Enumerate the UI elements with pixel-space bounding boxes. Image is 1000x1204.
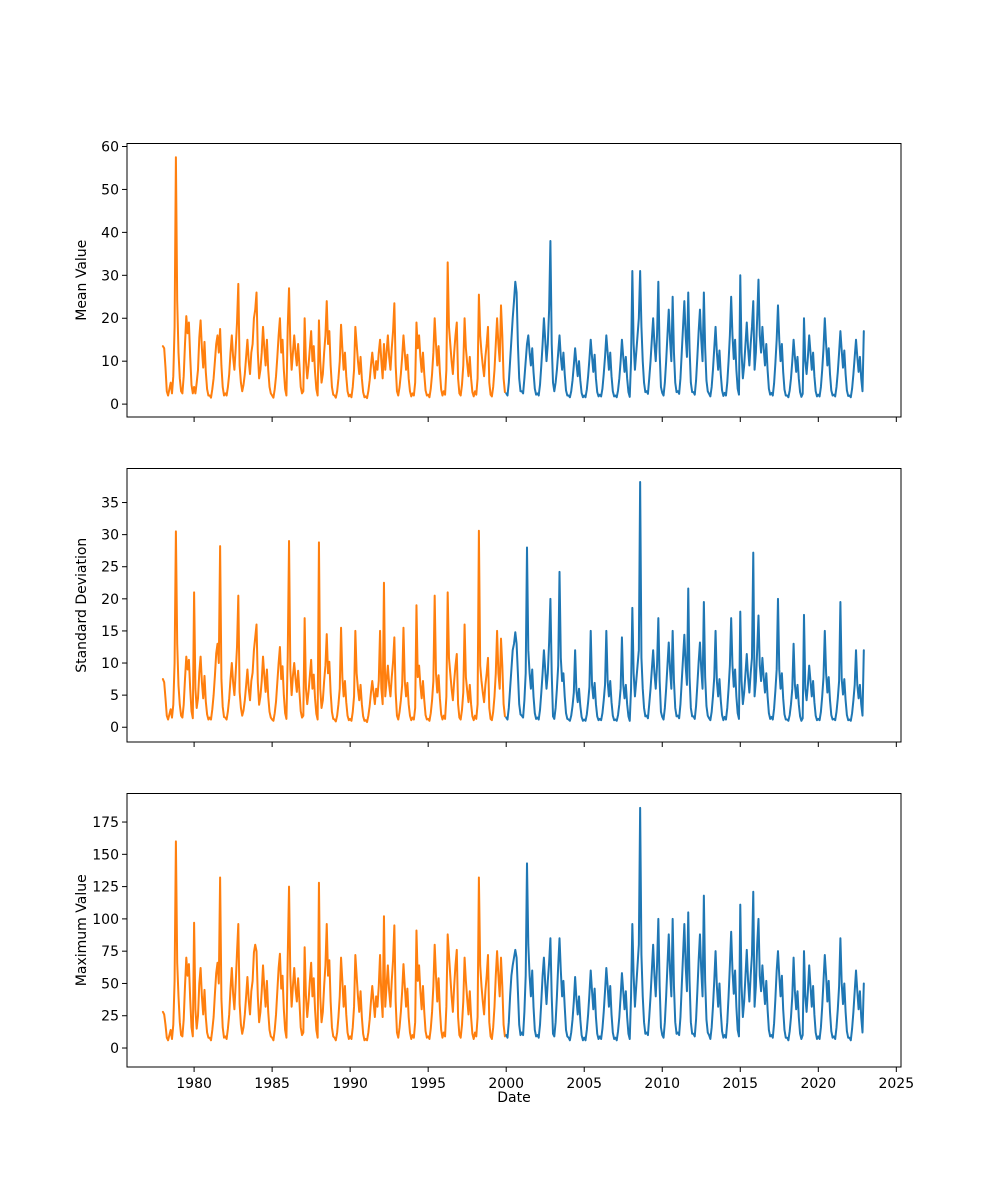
y-tick-label: 60 — [101, 140, 119, 156]
subplot-maximum-value: 0 25 50 75 100 125 150 175 1980 1985 1990 1995 2000 2… — [74, 793, 914, 1106]
y-tick-label: 5 — [110, 688, 119, 704]
series-line-pre-2000 — [161, 840, 506, 1042]
x-tick-label: 2020 — [800, 1076, 836, 1092]
y-axis-label: Mean Value — [74, 240, 90, 321]
y-tick-label: 25 — [101, 1009, 119, 1025]
y-tick-label: 30 — [101, 268, 119, 284]
x-tick-label: 1980 — [176, 1076, 212, 1092]
series-line-pre-2000 — [161, 529, 506, 724]
series-line-post-2000 — [505, 806, 865, 1042]
y-tick-label: 10 — [101, 354, 119, 370]
y-tick-label: 20 — [101, 592, 119, 608]
series-line-post-2000 — [505, 239, 865, 399]
y-tick-label: 0 — [110, 1041, 119, 1057]
y-tick-label: 0 — [110, 397, 119, 413]
subplot-standard-deviation: 0 5 10 15 20 25 30 35 Standard Deviation — [74, 468, 902, 747]
x-tick-label: 2000 — [488, 1076, 524, 1092]
y-tick-label: 150 — [92, 847, 119, 863]
x-axis-label: Date — [497, 1090, 530, 1106]
axes-box — [126, 143, 902, 418]
y-tick-label: 25 — [101, 560, 119, 576]
y-axis-label: Maximum Value — [74, 874, 90, 986]
y-tick-label: 50 — [101, 976, 119, 992]
x-tick-label: 2015 — [722, 1076, 758, 1092]
y-tick-label: 15 — [101, 624, 119, 640]
y-tick-label: 40 — [101, 225, 119, 241]
axes-box — [126, 468, 902, 743]
y-tick-label: 175 — [92, 815, 119, 831]
x-tick-label: 1985 — [254, 1076, 290, 1092]
x-tick-label: 1995 — [410, 1076, 446, 1092]
y-axis-label: Standard Deviation — [74, 538, 90, 673]
y-tick-label: 35 — [101, 496, 119, 512]
y-tick-label: 100 — [92, 912, 119, 928]
y-tick-label: 20 — [101, 311, 119, 327]
y-tick-label: 125 — [92, 880, 119, 896]
y-tick-label: 50 — [101, 182, 119, 198]
x-tick-label: 1990 — [332, 1076, 368, 1092]
y-tick-label: 75 — [101, 944, 119, 960]
y-tick-label: 10 — [101, 656, 119, 672]
x-tick-label: 2005 — [566, 1076, 602, 1092]
subplot-mean-value: 0 10 20 30 40 50 60 Mean Value — [74, 140, 902, 422]
series-line-pre-2000 — [161, 156, 506, 400]
x-tick-label: 2010 — [644, 1076, 680, 1092]
y-tick-label: 30 — [101, 528, 119, 544]
series-line-post-2000 — [505, 480, 865, 722]
y-tick-label: 0 — [110, 720, 119, 736]
axes-box — [126, 793, 902, 1068]
x-tick-label: 2025 — [878, 1076, 914, 1092]
